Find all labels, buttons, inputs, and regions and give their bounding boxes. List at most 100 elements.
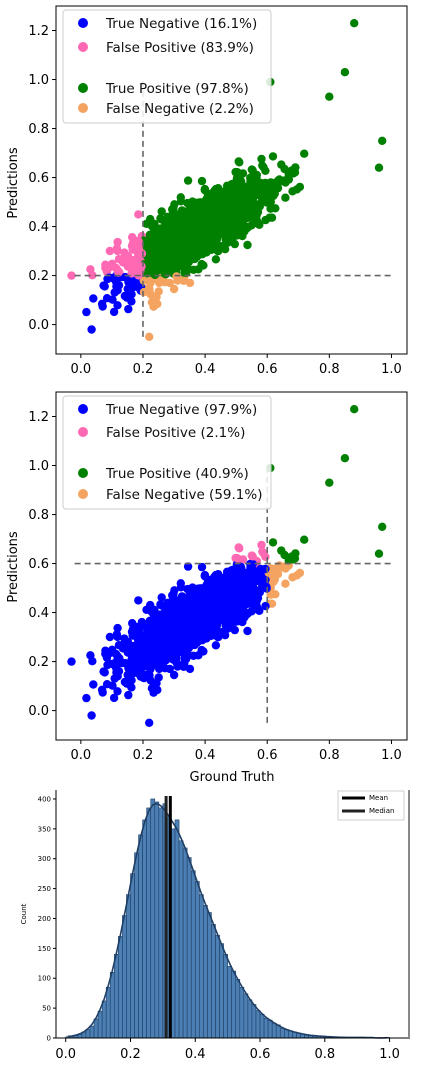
scatter-point	[228, 585, 237, 594]
y-tick-label: 0.8	[28, 122, 49, 137]
x-tick-label: 0.6	[257, 362, 278, 377]
scatter-point	[130, 277, 139, 286]
scatter-point	[146, 214, 155, 224]
scatter-point	[378, 136, 387, 145]
scatter-point	[249, 209, 258, 218]
scatter-point	[236, 562, 246, 572]
scatter-point	[273, 183, 283, 193]
histogram-bar	[259, 1013, 265, 1039]
scatter-point	[146, 600, 155, 610]
scatter-point	[183, 176, 193, 185]
scatter-point	[150, 656, 160, 666]
chart1-legend: True Negative (16.1%) False Positive (83…	[62, 9, 272, 124]
scatter-point	[269, 191, 278, 201]
scatter-point	[160, 278, 170, 287]
scatter-point	[113, 301, 122, 310]
scatter-point	[236, 225, 245, 234]
histogram-bar	[267, 1019, 273, 1039]
x-tick-label: 1.0	[381, 748, 402, 763]
scatter-point	[199, 261, 208, 270]
scatter-point	[109, 693, 119, 703]
scatter-point	[277, 546, 286, 555]
scatter-point	[157, 215, 166, 224]
scatter-point	[246, 562, 255, 572]
scatter-point	[236, 611, 245, 620]
scatter-point	[170, 200, 179, 209]
scatter-point	[126, 641, 135, 650]
histogram-bar	[255, 1010, 261, 1039]
scatter-point	[181, 261, 190, 270]
scatter-point	[128, 619, 137, 628]
scatter-point	[223, 238, 232, 247]
x-tick-label: 0.0	[55, 1047, 76, 1062]
scatter-point	[161, 270, 170, 279]
scatter-point	[325, 92, 334, 101]
scatter-point	[325, 478, 334, 487]
x-tick-label: 0.2	[133, 748, 154, 763]
y-tick-label: 100	[38, 975, 51, 983]
chart1-x-ticks: 0.0 0.2 0.4 0.6 0.8 1.0	[71, 354, 402, 377]
histogram-legend-label-mean: Mean	[369, 794, 388, 802]
histogram-bar	[138, 834, 143, 1039]
y-tick-label: 0.6	[28, 557, 49, 572]
y-tick-label: 50	[42, 1005, 51, 1013]
x-tick-label: 0.4	[185, 1047, 206, 1062]
histogram-bar	[118, 936, 123, 1039]
scatter-point	[124, 690, 133, 700]
histogram-bar	[194, 881, 200, 1039]
chart2-legend-marker-tp	[78, 468, 88, 478]
scatter-point	[261, 215, 270, 225]
chart2-legend-marker-tn	[78, 404, 88, 414]
scatter-point	[197, 176, 207, 186]
scatter-point	[233, 554, 243, 563]
chart1-legend-marker-fp	[78, 42, 88, 52]
scatter-point	[189, 614, 199, 623]
scatter-point	[243, 609, 252, 618]
scatter-point	[169, 207, 178, 216]
histogram-bar	[113, 954, 119, 1039]
scatter-point	[145, 616, 154, 625]
histogram-bar	[182, 847, 188, 1039]
scatter-point	[211, 255, 221, 264]
y-tick-label: 1.2	[28, 410, 49, 425]
histogram-bar	[89, 1025, 95, 1039]
scatter-point	[145, 258, 154, 268]
scatter-point	[200, 623, 209, 632]
scatter-point	[248, 552, 257, 561]
scatter-point	[242, 214, 251, 223]
scatter-point	[67, 657, 76, 666]
histogram-ylabel: Count	[20, 903, 28, 924]
chart1-ylabel: Predictions	[6, 147, 21, 219]
scatter-point	[157, 225, 166, 234]
scatter-point	[173, 218, 183, 227]
histogram-bar	[93, 1018, 99, 1039]
scatter-point	[255, 220, 264, 229]
scatter-point	[183, 562, 193, 571]
scatter-point	[234, 543, 243, 552]
y-tick-label: 0.6	[28, 171, 49, 186]
scatter-point	[134, 596, 143, 605]
y-tick-label: 0.2	[28, 269, 49, 284]
histogram-bar	[243, 993, 249, 1039]
histogram-bar	[146, 807, 152, 1039]
scatter-point	[86, 651, 95, 660]
scatter-point	[147, 684, 157, 693]
scatter-point	[146, 676, 155, 685]
scatter-point	[145, 644, 154, 654]
scatter-point	[258, 574, 268, 584]
scatter-point	[179, 254, 189, 263]
scatter-point	[231, 599, 240, 608]
scatter-point	[179, 618, 188, 627]
scatter-point	[277, 160, 286, 169]
y-tick-label: 0.4	[28, 220, 49, 235]
scatter-point	[166, 611, 175, 620]
x-tick-label: 0.2	[133, 362, 154, 377]
chart2-y-ticks: 0.0 0.2 0.4 0.6 0.8 1.0 1.2	[28, 410, 56, 719]
scatter-point	[169, 284, 179, 294]
scatter-point	[189, 228, 199, 237]
scatter-point	[266, 590, 275, 599]
histogram-bar	[154, 801, 160, 1039]
scatter-point	[281, 176, 290, 185]
scatter-point	[227, 180, 236, 189]
